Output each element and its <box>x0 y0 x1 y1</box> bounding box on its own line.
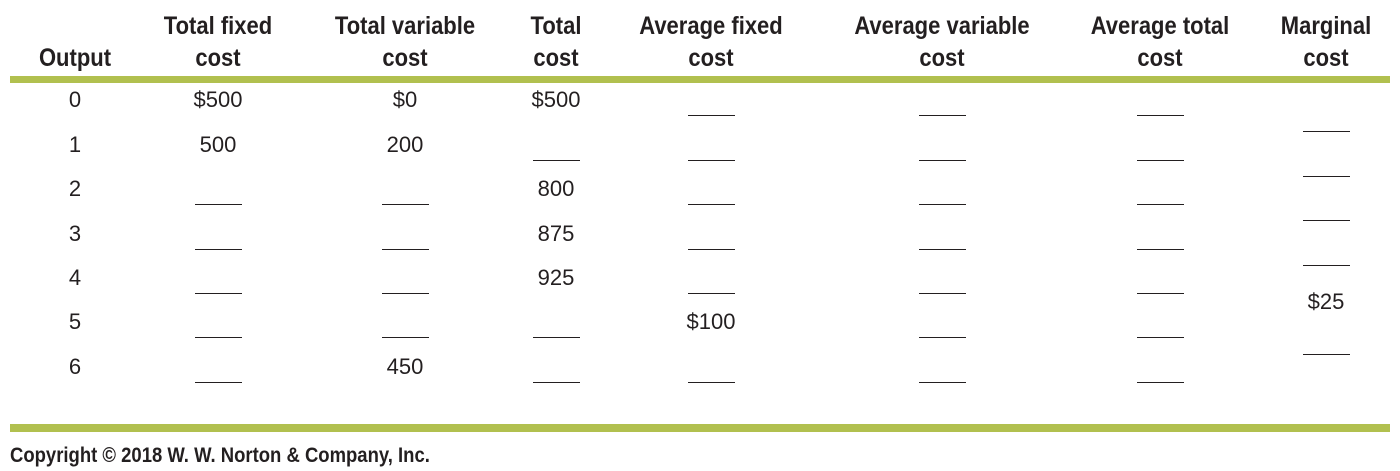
cell-tc-row-5-blank <box>533 337 580 338</box>
header-afc-line1: Average fixed <box>639 12 783 40</box>
cell-tc-row-0: $500 <box>531 87 581 112</box>
cell-afc-row-0-blank <box>688 115 735 116</box>
cell-afc-row-1-blank <box>688 160 735 161</box>
cell-atc-row-2-blank <box>1137 204 1184 205</box>
header-afc: Average fixed cost <box>605 10 816 74</box>
cell-mc-5-blank <box>1303 354 1350 355</box>
cell-tfc-row-6-blank <box>195 382 242 383</box>
cell-afc-row-2-blank <box>688 204 735 205</box>
header-mc-line1: Marginal <box>1280 12 1372 40</box>
header-mc: Marginal cost <box>1220 10 1400 74</box>
cell-output-row-6: 6 <box>68 354 82 379</box>
cell-tvc-row-3-blank <box>382 249 429 250</box>
header-atc-line1: Average total <box>1090 12 1230 40</box>
header-tfc-line1: Total fixed <box>163 12 273 40</box>
cell-atc-row-1-blank <box>1137 160 1184 161</box>
header-tfc: Total fixed cost <box>112 10 323 74</box>
cell-tc-row-4: 925 <box>537 265 575 290</box>
cell-output-row-4: 4 <box>68 265 82 290</box>
cell-tvc-row-4-blank <box>382 293 429 294</box>
cell-tfc-row-2-blank <box>195 204 242 205</box>
cell-tc-row-6-blank <box>533 382 580 383</box>
cell-tc-row-2: 800 <box>537 176 575 201</box>
cell-avc-row-1-blank <box>919 160 966 161</box>
header-rule <box>10 76 1390 83</box>
cell-output-row-3: 3 <box>68 221 82 246</box>
footer-rule <box>10 424 1390 432</box>
header-tfc-line2: cost <box>195 44 241 72</box>
header-tvc-line2: cost <box>382 44 428 72</box>
cell-atc-row-4-blank <box>1137 293 1184 294</box>
header-tvc-line1: Total variable <box>334 12 476 40</box>
cell-output-row-5: 5 <box>68 309 82 334</box>
cell-tfc-row-3-blank <box>195 249 242 250</box>
cell-atc-row-5-blank <box>1137 337 1184 338</box>
cell-avc-row-4-blank <box>919 293 966 294</box>
cell-tfc-row-4-blank <box>195 293 242 294</box>
header-tc-line2: cost <box>533 44 579 72</box>
header-avc-line1: Average variable <box>854 12 1030 40</box>
header-avc-line2: cost <box>919 44 965 72</box>
cell-avc-row-5-blank <box>919 337 966 338</box>
header-output: Output <box>0 10 181 74</box>
cell-atc-row-6-blank <box>1137 382 1184 383</box>
copyright-notice: Copyright © 2018 W. W. Norton & Company,… <box>10 444 430 467</box>
header-afc-line2: cost <box>688 44 734 72</box>
cell-tvc-row-1: 200 <box>386 132 424 157</box>
cell-output-row-2: 2 <box>68 176 82 201</box>
header-avc: Average variable cost <box>836 10 1047 74</box>
cell-tvc-row-5-blank <box>382 337 429 338</box>
cell-mc-0-blank <box>1303 131 1350 132</box>
header-mc-line2: cost <box>1303 44 1349 72</box>
cell-avc-row-6-blank <box>919 382 966 383</box>
cell-mc-3-blank <box>1303 265 1350 266</box>
header-atc: Average total cost <box>1054 10 1265 74</box>
header-tc-line1: Total <box>530 12 582 40</box>
cell-tvc-row-2-blank <box>382 204 429 205</box>
cell-afc-row-4-blank <box>688 293 735 294</box>
cell-output-row-0: 0 <box>68 87 82 112</box>
cell-mc-2-blank <box>1303 220 1350 221</box>
cell-tc-row-3: 875 <box>537 221 575 246</box>
cell-afc-row-5: $100 <box>686 309 736 334</box>
header-tc: Total cost <box>450 10 661 74</box>
cell-atc-row-3-blank <box>1137 249 1184 250</box>
cost-table: Output Total fixed cost Total variable cost T… <box>0 10 1400 432</box>
cell-avc-row-0-blank <box>919 115 966 116</box>
header-atc-line2: cost <box>1137 44 1183 72</box>
cell-tfc-row-0: $500 <box>193 87 243 112</box>
header-tvc: Total variable cost <box>299 10 510 74</box>
cell-tvc-row-0: $0 <box>392 87 418 112</box>
cell-tc-row-1-blank <box>533 160 580 161</box>
cell-output-row-1: 1 <box>68 132 82 157</box>
cell-avc-row-3-blank <box>919 249 966 250</box>
cell-tfc-row-1: 500 <box>199 132 237 157</box>
cell-afc-row-6-blank <box>688 382 735 383</box>
cell-mc-4: $25 <box>1307 289 1345 314</box>
cell-afc-row-3-blank <box>688 249 735 250</box>
header-output-line2: Output <box>38 44 112 72</box>
cell-mc-1-blank <box>1303 176 1350 177</box>
cell-atc-row-0-blank <box>1137 115 1184 116</box>
cell-tvc-row-6: 450 <box>386 354 424 379</box>
cell-avc-row-2-blank <box>919 204 966 205</box>
cell-tfc-row-5-blank <box>195 337 242 338</box>
